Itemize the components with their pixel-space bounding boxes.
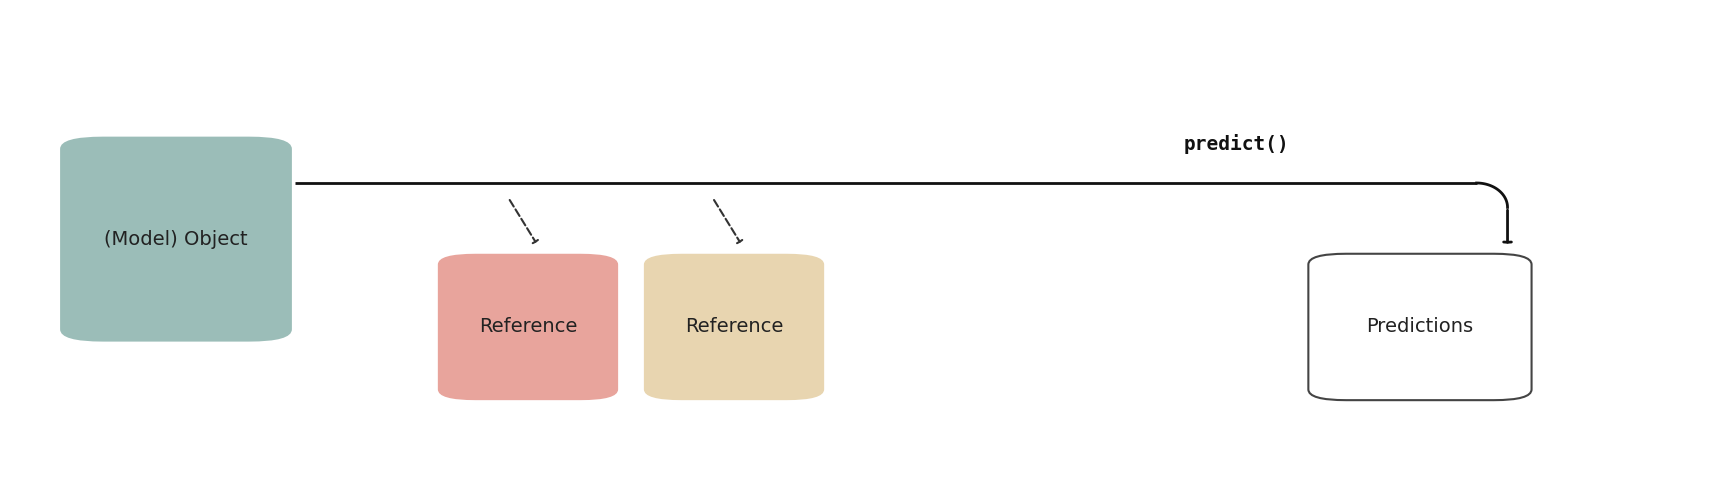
FancyBboxPatch shape: [1308, 254, 1532, 400]
Text: (Model) Object: (Model) Object: [105, 230, 247, 248]
Text: predict(): predict(): [1183, 134, 1289, 154]
FancyBboxPatch shape: [60, 137, 292, 342]
Text: Reference: Reference: [685, 318, 783, 336]
Text: Reference: Reference: [479, 318, 577, 336]
FancyBboxPatch shape: [644, 254, 824, 400]
FancyBboxPatch shape: [438, 254, 618, 400]
Text: Predictions: Predictions: [1367, 318, 1473, 336]
